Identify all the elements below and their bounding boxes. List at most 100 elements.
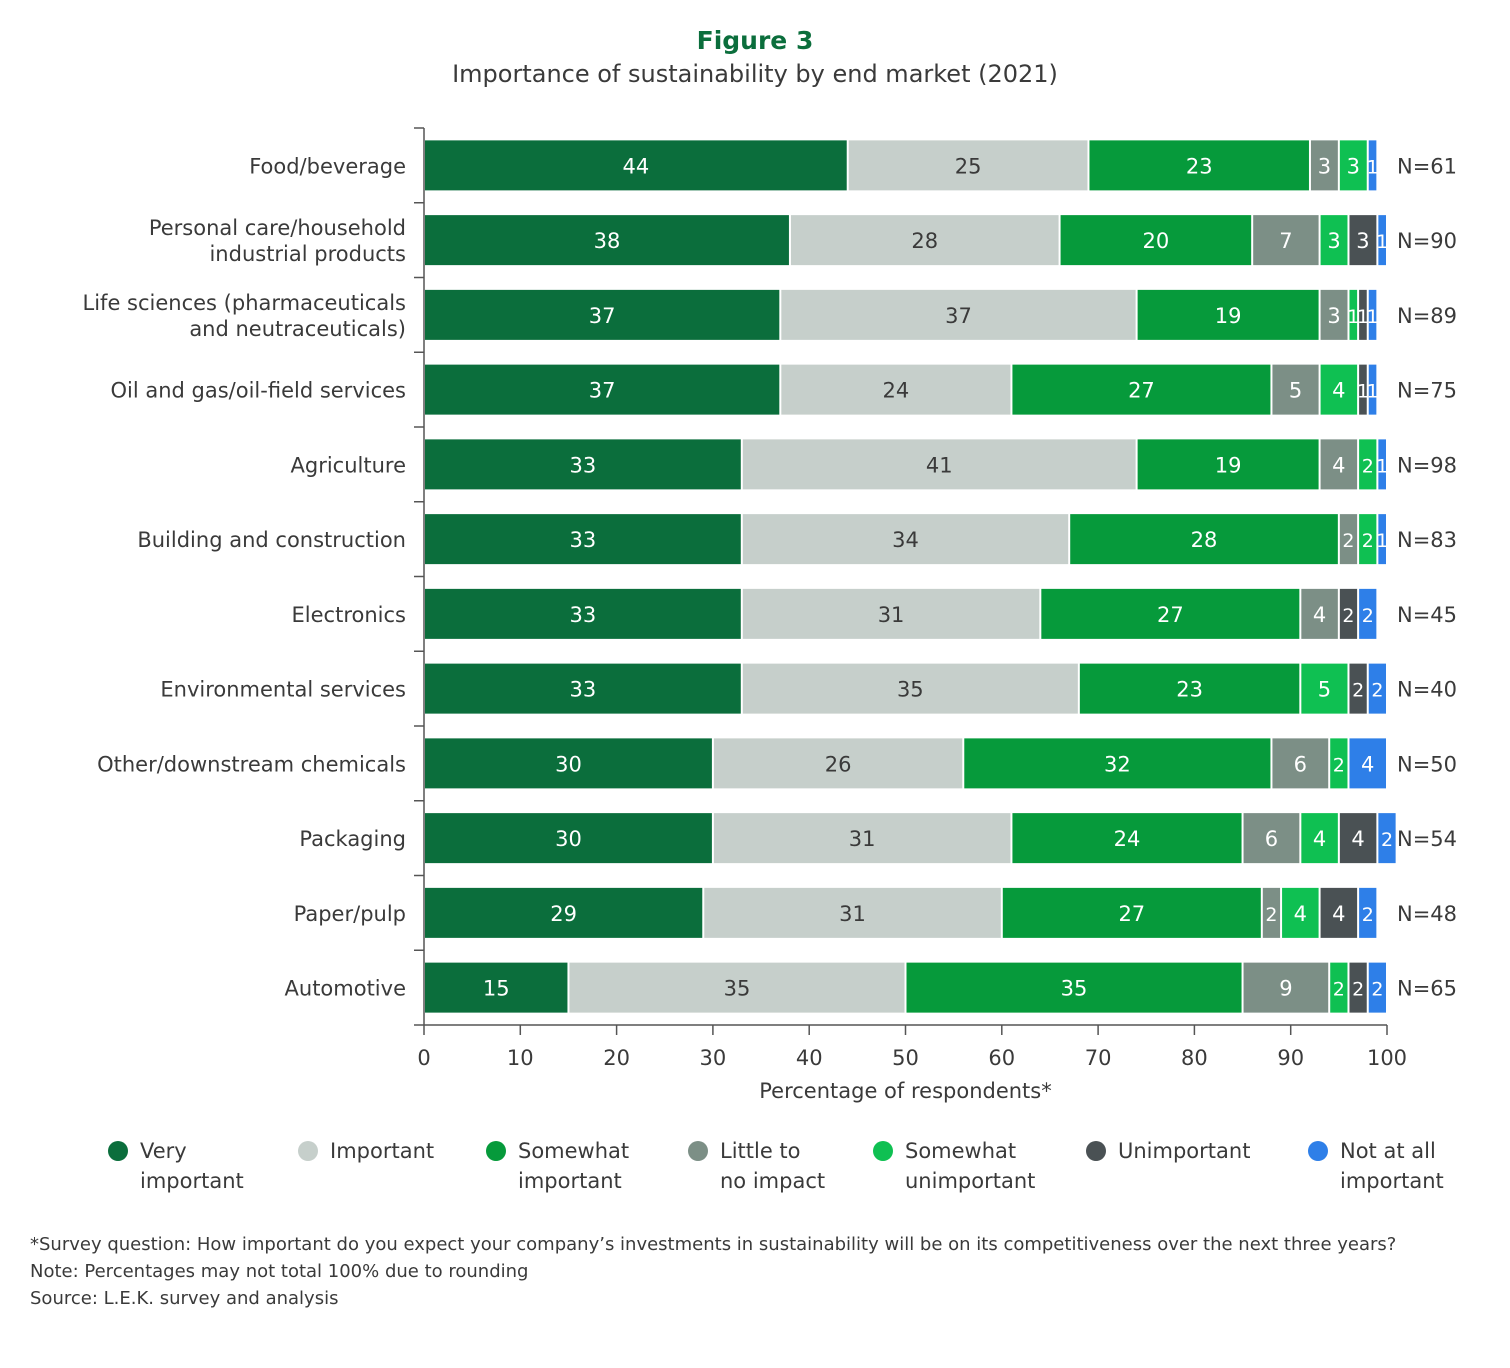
bar-segment (1089, 140, 1309, 191)
legend-swatch (688, 1141, 708, 1161)
legend-label: Not at all important (1340, 1139, 1444, 1193)
data-label: 2 (1371, 680, 1383, 702)
data-label: 41 (926, 453, 953, 477)
data-label: 2 (1352, 979, 1364, 1001)
data-label: 33 (570, 453, 597, 477)
legend-label: Somewhat unimportant (905, 1139, 1036, 1193)
data-label: 23 (1176, 678, 1203, 702)
data-label: 19 (1215, 304, 1242, 328)
data-label: 2 (1342, 605, 1354, 627)
bar-segment (1301, 588, 1338, 639)
sample-size-label: N=98 (1397, 453, 1457, 477)
bar-segment (425, 439, 741, 490)
category-label: Agriculture (291, 453, 407, 477)
sample-size-label: N=90 (1397, 229, 1457, 253)
bar-segment (1012, 364, 1271, 415)
data-label: 35 (897, 678, 924, 702)
bar-segment (1339, 514, 1358, 565)
data-label: 3 (1327, 304, 1340, 328)
category-label: Building and construction (137, 528, 406, 552)
legend-swatch (108, 1141, 128, 1161)
bar-segment (781, 364, 1011, 415)
bar-segment (1310, 140, 1338, 191)
data-label: 2 (1362, 605, 1374, 627)
bar-segment (1368, 289, 1377, 340)
data-label: 4 (1313, 827, 1326, 851)
data-label: 3 (1347, 154, 1360, 178)
bar-segment (1320, 887, 1358, 938)
data-label: 29 (550, 902, 577, 926)
bar-segment (742, 439, 1136, 490)
bar-segment (1079, 663, 1300, 714)
bar-segment (1243, 813, 1300, 864)
data-label: 6 (1294, 752, 1307, 776)
data-label: 5 (1318, 678, 1331, 702)
bar-segment (425, 663, 741, 714)
x-tick-label: 80 (1181, 1046, 1208, 1070)
data-label: 30 (555, 752, 582, 776)
bar-segment (1320, 364, 1358, 415)
x-tick-label: 60 (988, 1046, 1015, 1070)
legend-label: Important (330, 1139, 435, 1163)
x-tick-label: 0 (417, 1046, 430, 1070)
bar-segment (713, 738, 963, 789)
legend-item: Somewhat unimportant (873, 1136, 1035, 1196)
bar-segment (742, 588, 1040, 639)
data-label: 32 (1104, 752, 1131, 776)
data-label: 6 (1265, 827, 1278, 851)
data-label: 4 (1313, 603, 1326, 627)
rounding-note: Note: Percentages may not total 100% due… (30, 1261, 529, 1282)
data-label: 27 (1118, 902, 1145, 926)
legend-item: Unimportant (1086, 1136, 1250, 1166)
bar-segment (425, 215, 789, 266)
bar-segment (1060, 215, 1252, 266)
data-label: 37 (945, 304, 972, 328)
legend-item: Important (298, 1136, 434, 1166)
legend-item: Little to no impact (688, 1136, 825, 1196)
sample-size-label: N=61 (1397, 154, 1457, 178)
bar-segment (1301, 663, 1348, 714)
bar-segment (569, 962, 905, 1013)
legend-swatch (486, 1141, 506, 1161)
data-label: 1 (1376, 231, 1388, 253)
footnotes: *Survey question: How important do you e… (30, 1231, 1480, 1312)
bar-segment (425, 364, 780, 415)
data-label: 26 (825, 752, 852, 776)
bar-segment (1272, 364, 1319, 415)
x-tick-label: 90 (1277, 1046, 1304, 1070)
data-label: 4 (1351, 827, 1364, 851)
data-label: 2 (1362, 530, 1374, 552)
bar-segment (425, 738, 712, 789)
data-label: 31 (878, 603, 905, 627)
data-label: 35 (724, 977, 751, 1001)
data-label: 30 (555, 827, 582, 851)
data-label: 27 (1157, 603, 1184, 627)
bar-segment (1137, 439, 1319, 490)
data-label: 44 (622, 154, 649, 178)
data-label: 34 (892, 528, 919, 552)
sample-size-label: N=83 (1397, 528, 1457, 552)
data-label: 33 (570, 603, 597, 627)
bar-segment (1349, 738, 1386, 789)
bar-segment (1272, 738, 1329, 789)
survey-question-note: *Survey question: How important do you e… (30, 1234, 1397, 1255)
legend-item: Not at all important (1308, 1136, 1444, 1196)
category-label: Packaging (299, 827, 406, 851)
bar-segment (1282, 887, 1319, 938)
data-label: 1 (1357, 381, 1369, 403)
bar-segment (1359, 364, 1367, 415)
data-label: 2 (1362, 455, 1374, 477)
bar-segment (742, 663, 1078, 714)
bar-segment (1368, 140, 1377, 191)
data-label: 4 (1294, 902, 1307, 926)
data-label: 4 (1332, 453, 1345, 477)
sample-size-label: N=65 (1397, 977, 1457, 1001)
data-label: 28 (911, 229, 938, 253)
category-label: Oil and gas/oil-field services (110, 379, 406, 403)
chart-title: Importance of sustainability by end mark… (452, 60, 1058, 88)
data-label: 19 (1215, 453, 1242, 477)
data-label: 2 (1371, 979, 1383, 1001)
category-label: Paper/pulp (294, 902, 406, 926)
bar-segment (1262, 887, 1281, 938)
bar-segment (1320, 439, 1358, 490)
